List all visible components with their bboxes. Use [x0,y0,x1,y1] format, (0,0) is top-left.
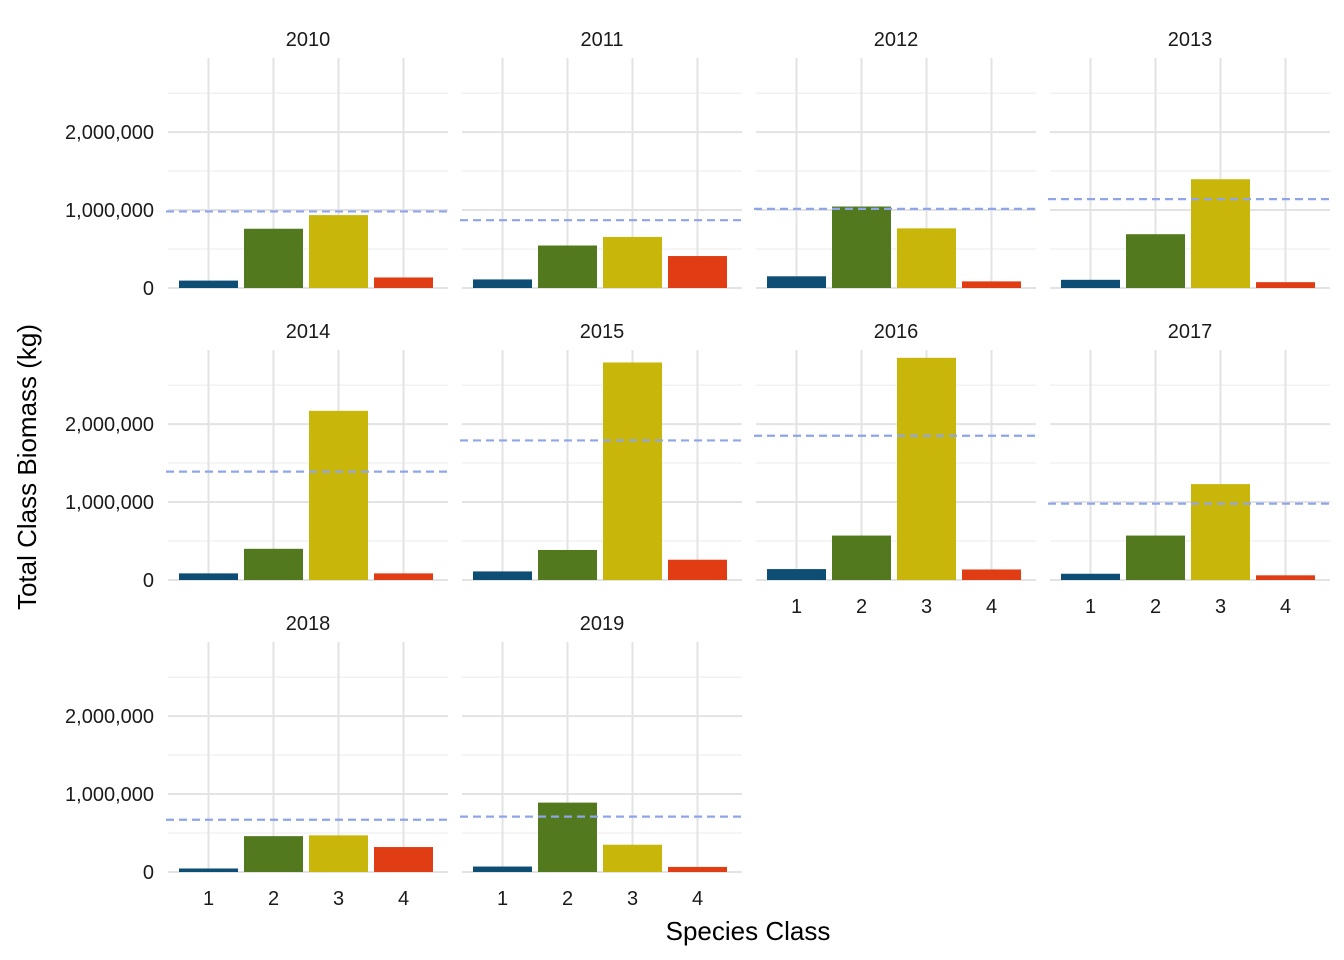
y-tick-label: 2,000,000 [65,414,154,436]
bar-2016-class-1 [767,569,826,580]
x-tick-label: 2 [562,888,573,910]
bar-2010-class-3 [309,215,368,288]
x-tick-label: 3 [1215,596,1226,618]
facet-title-2018: 2018 [286,613,331,635]
bar-2018-class-4 [374,847,433,872]
facet-panel-2010: 2010 [166,29,451,289]
bar-2011-class-4 [668,256,727,288]
bar-2016-class-3 [897,357,956,580]
x-tick-label: 3 [627,888,638,910]
bar-2019-class-3 [603,844,662,872]
bar-2012-class-3 [897,228,956,288]
x-tick-label: 2 [268,888,279,910]
bar-2018-class-1 [179,868,238,872]
facet-title-2011: 2011 [580,29,623,51]
bar-2015-class-3 [603,362,662,580]
facet-panel-2013: 2013 [1048,29,1333,289]
bar-2017-class-2 [1126,535,1185,580]
x-tick-label: 4 [1280,596,1291,618]
y-axis-tick-labels: 0 1,000,000 2,000,000 0 1,000,000 2,000,000 0 1… [65,122,154,884]
y-axis-title: Total Class Biomass (kg) [12,324,42,610]
bar-2013-class-2 [1126,234,1185,288]
facet-panel-2018: 2018 [166,613,451,873]
facet-title-2012: 2012 [874,29,919,51]
facet-panel-2011: 2011 [460,29,745,289]
x-tick-label: 4 [398,888,409,910]
bar-2015-class-4 [668,559,727,580]
bar-2017-class-3 [1191,484,1250,580]
y-tick-label: 2,000,000 [65,122,154,144]
bar-2014-class-2 [244,548,303,580]
bar-2017-class-1 [1061,573,1120,580]
facet-panel-2016: 2016 [754,321,1039,581]
bar-2011-class-2 [538,245,597,288]
facet-panel-2019: 2019 [460,613,745,873]
y-tick-label: 0 [143,862,154,884]
bar-2013-class-1 [1061,279,1120,288]
bar-2013-class-3 [1191,179,1250,288]
x-axis-title: Species Class [666,916,831,946]
facet-panel-2014: 2014 [166,321,451,581]
facet-title-2010: 2010 [286,29,331,51]
bar-2019-class-4 [668,866,727,872]
bar-2018-class-2 [244,836,303,872]
bar-2010-class-2 [244,228,303,288]
facet-title-2019: 2019 [580,613,625,635]
facet-title-2017: 2017 [1168,321,1213,343]
y-tick-label: 0 [143,278,154,300]
x-tick-label: 1 [203,888,214,910]
x-tick-label: 4 [986,596,997,618]
y-tick-label: 0 [143,570,154,592]
facet-title-2013: 2013 [1168,29,1213,51]
y-tick-label: 2,000,000 [65,706,154,728]
bar-2012-class-1 [767,276,826,288]
bar-2015-class-1 [473,571,532,580]
facet-panel-2012: 2012 [754,29,1039,289]
bar-2013-class-4 [1256,282,1315,288]
bar-2018-class-3 [309,835,368,872]
y-tick-label: 1,000,000 [65,492,154,514]
facet-title-2014: 2014 [286,321,331,343]
bar-2014-class-3 [309,410,368,580]
x-tick-label: 1 [1085,596,1096,618]
bar-2017-class-4 [1256,575,1315,580]
x-tick-label: 4 [692,888,703,910]
facet-title-2015: 2015 [580,321,625,343]
facet-panels: 2010 2011 2012 2013 2014 2015 2016 2017 2018 2019 [166,29,1333,873]
bar-2014-class-1 [179,573,238,580]
y-tick-label: 1,000,000 [65,200,154,222]
bar-2012-class-4 [962,281,1021,288]
bar-2015-class-2 [538,549,597,580]
bar-2010-class-1 [179,280,238,288]
bar-2016-class-4 [962,569,1021,580]
facet-title-2016: 2016 [874,321,919,343]
bar-2011-class-1 [473,279,532,288]
bar-2014-class-4 [374,573,433,580]
x-axis-tick-labels: 1 2 3 4 1 2 3 4 1 2 3 4 1 2 3 4 [203,596,1291,910]
bar-2011-class-3 [603,236,662,288]
facet-panel-2017: 2017 [1048,321,1333,581]
facet-panel-2015: 2015 [460,321,745,581]
bar-2016-class-2 [832,535,891,580]
x-tick-label: 2 [856,596,867,618]
bar-2012-class-2 [832,206,891,288]
bar-2019-class-1 [473,866,532,872]
x-tick-label: 2 [1150,596,1161,618]
x-tick-label: 1 [791,596,802,618]
x-tick-label: 1 [497,888,508,910]
bar-2010-class-4 [374,277,433,288]
x-tick-label: 3 [921,596,932,618]
x-tick-label: 3 [333,888,344,910]
y-tick-label: 1,000,000 [65,784,154,806]
bar-2019-class-2 [538,802,597,872]
